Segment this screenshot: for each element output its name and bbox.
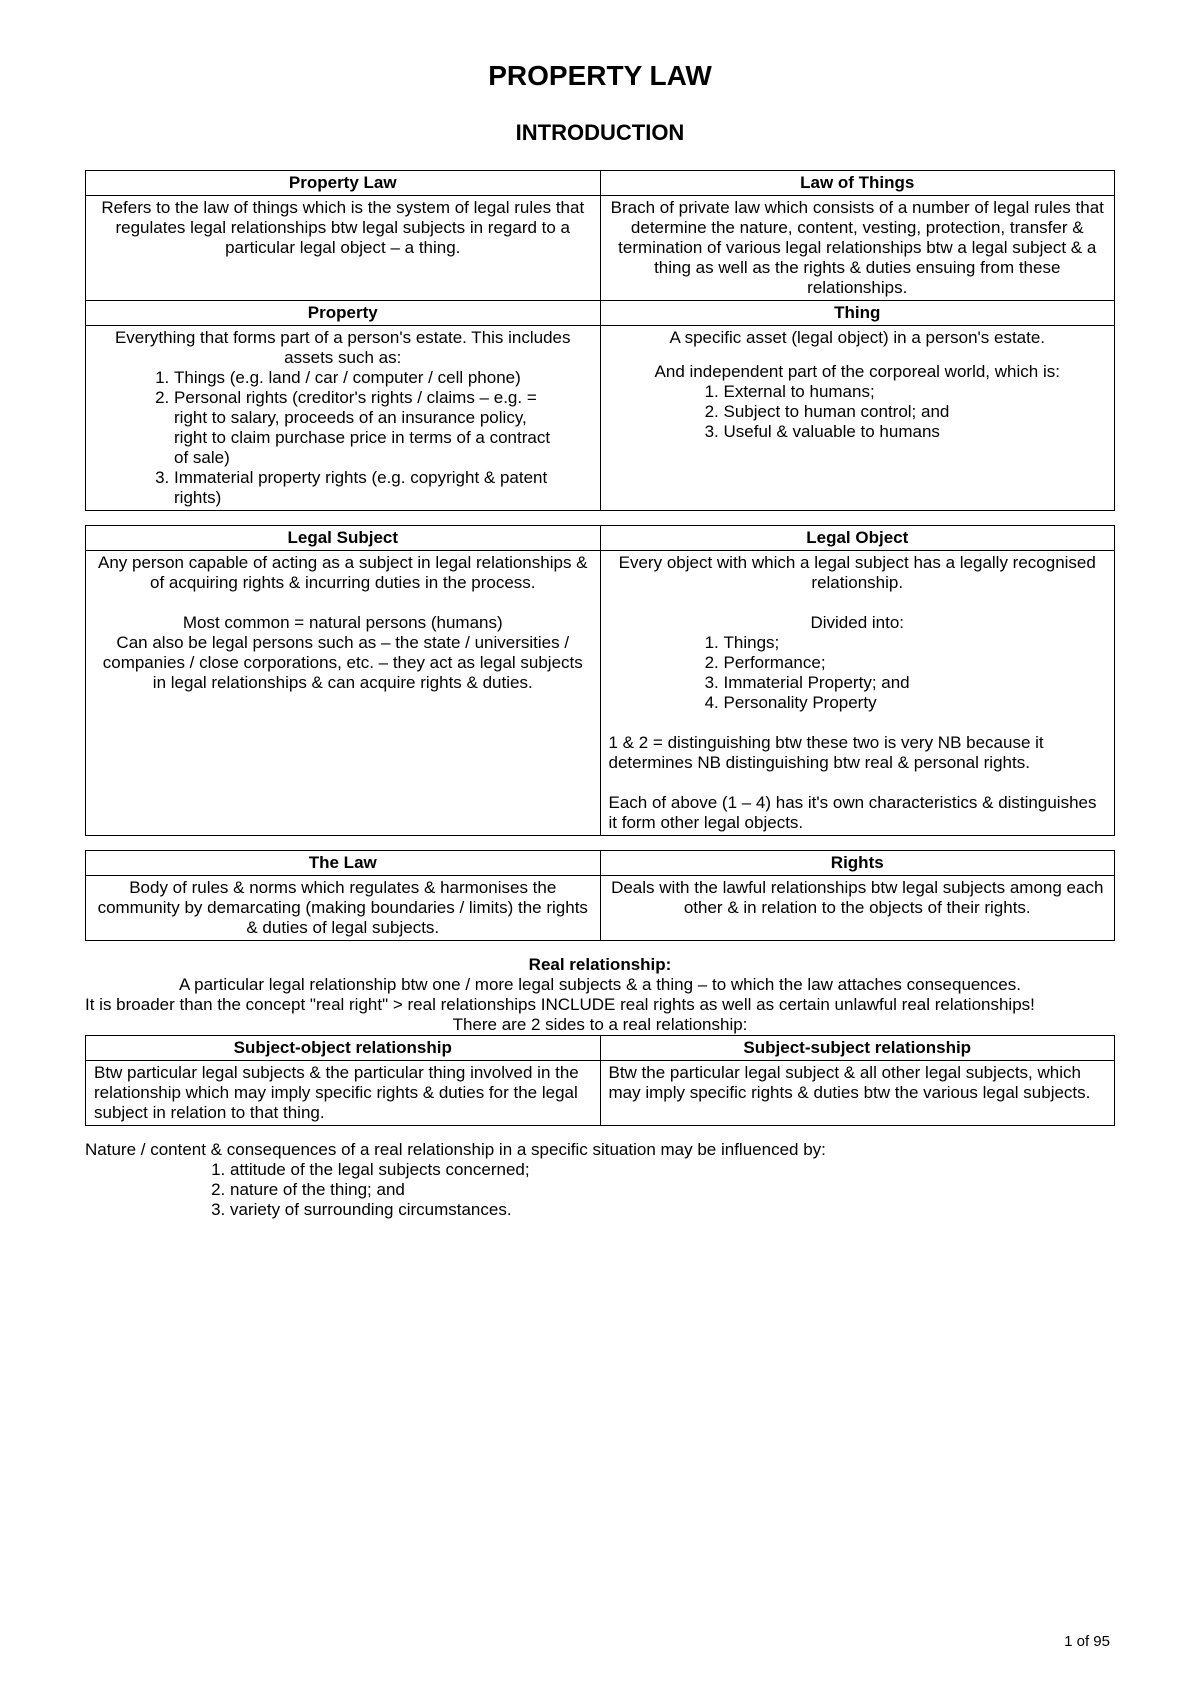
list-item: External to humans; — [724, 382, 1077, 402]
cell-text: 1 & 2 = distinguishing btw these two is … — [609, 733, 1107, 773]
cell-header: Legal Subject — [86, 526, 601, 551]
cell-text: Most common = natural persons (humans) — [94, 613, 592, 633]
list-item: Immaterial Property; and — [724, 673, 1077, 693]
list-item: Things; — [724, 633, 1077, 653]
page-subtitle: INTRODUCTION — [85, 120, 1115, 146]
table-law-rights: The Law Rights Body of rules & norms whi… — [85, 850, 1115, 941]
table-property-law: Property Law Law of Things Refers to the… — [85, 170, 1115, 511]
list-item: Subject to human control; and — [724, 402, 1077, 422]
cell-content: Everything that forms part of a person's… — [86, 326, 601, 511]
list-item: Useful & valuable to humans — [724, 422, 1077, 442]
cell-text: Every object with which a legal subject … — [609, 553, 1107, 593]
cell-text: Can also be legal persons such as – the … — [94, 633, 592, 693]
cell-content: Btw particular legal subjects & the part… — [86, 1061, 601, 1126]
nature-intro: Nature / content & consequences of a rea… — [85, 1140, 1115, 1160]
cell-content: Deals with the lawful relationships btw … — [600, 876, 1115, 941]
cell-content: Brach of private law which consists of a… — [600, 196, 1115, 301]
cell-text: A specific asset (legal object) in a per… — [609, 328, 1107, 348]
list-item: Things (e.g. land / car / computer / cel… — [174, 368, 562, 388]
cell-content: Btw the particular legal subject & all o… — [600, 1061, 1115, 1126]
real-relationship-broad: It is broader than the concept "real rig… — [85, 995, 1115, 1015]
list-item: nature of the thing; and — [230, 1180, 1115, 1200]
cell-content: Any person capable of acting as a subjec… — [86, 551, 601, 836]
cell-content: A specific asset (legal object) in a per… — [600, 326, 1115, 511]
cell-text: Everything that forms part of a person's… — [94, 328, 592, 368]
page-title: PROPERTY LAW — [85, 60, 1115, 92]
cell-content: Refers to the law of things which is the… — [86, 196, 601, 301]
real-relationship-sub: A particular legal relationship btw one … — [85, 975, 1115, 995]
cell-text: Any person capable of acting as a subjec… — [94, 553, 592, 593]
cell-header: Rights — [600, 851, 1115, 876]
cell-content: Every object with which a legal subject … — [600, 551, 1115, 836]
cell-header: Legal Object — [600, 526, 1115, 551]
cell-content: Body of rules & norms which regulates & … — [86, 876, 601, 941]
cell-header: Subject-subject relationship — [600, 1036, 1115, 1061]
list-item: Immaterial property rights (e.g. copyrig… — [174, 468, 562, 508]
list-item: Performance; — [724, 653, 1077, 673]
cell-header: Property — [86, 301, 601, 326]
cell-header: Law of Things — [600, 171, 1115, 196]
cell-header: Subject-object relationship — [86, 1036, 601, 1061]
cell-header: Property Law — [86, 171, 601, 196]
cell-text: Divided into: — [609, 613, 1107, 633]
page-footer: 1 of 95 — [1064, 1633, 1110, 1650]
cell-header: Thing — [600, 301, 1115, 326]
cell-text: And independent part of the corporeal wo… — [609, 362, 1107, 382]
cell-text: Each of above (1 – 4) has it's own chara… — [609, 793, 1107, 833]
table-relationship-sides: Subject-object relationship Subject-subj… — [85, 1035, 1115, 1126]
real-relationship-sides: There are 2 sides to a real relationship… — [85, 1015, 1115, 1035]
list-item: attitude of the legal subjects concerned… — [230, 1160, 1115, 1180]
real-relationship-heading: Real relationship: — [85, 955, 1115, 975]
table-legal-subject-object: Legal Subject Legal Object Any person ca… — [85, 525, 1115, 836]
list-item: Personality Property — [724, 693, 1077, 713]
list-item: Personal rights (creditor's rights / cla… — [174, 388, 562, 468]
list-item: variety of surrounding circumstances. — [230, 1200, 1115, 1220]
cell-header: The Law — [86, 851, 601, 876]
